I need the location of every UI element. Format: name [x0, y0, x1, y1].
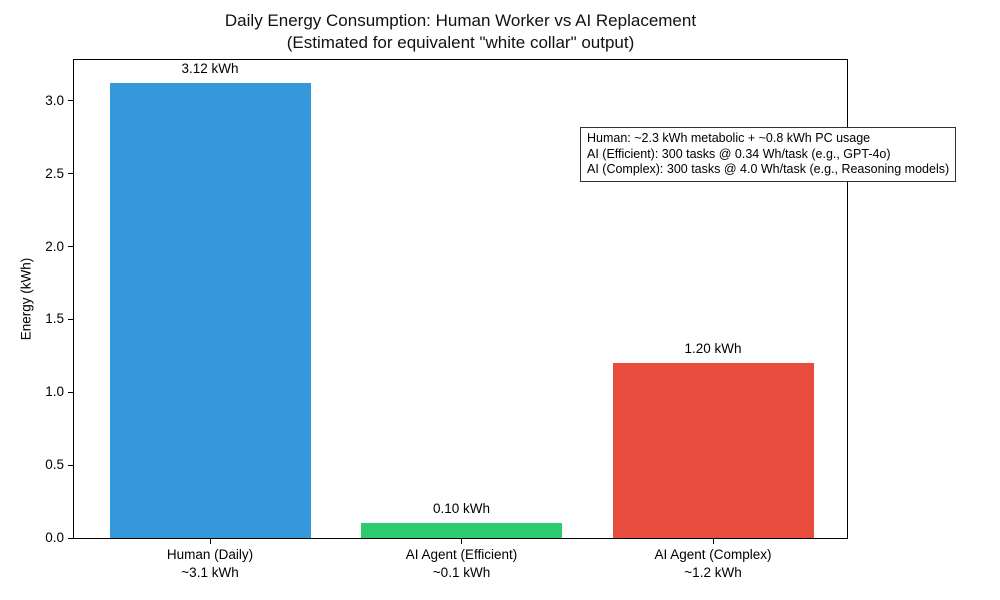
chart-title-line1: Daily Energy Consumption: Human Worker v… — [224, 11, 697, 30]
x-tick-mark — [712, 539, 714, 544]
y-tick-mark — [68, 173, 73, 175]
y-tick-mark — [68, 246, 73, 248]
bar-ai-agent-efficient — [361, 523, 562, 538]
x-tick-sublabel: ~0.1 kWh — [432, 564, 491, 580]
annotation-line-ai-complex: AI (Complex): 300 tasks @ 4.0 Wh/task (e… — [587, 162, 950, 177]
y-tick-label: 1.5 — [45, 311, 64, 327]
x-tick-category: AI Agent (Efficient) — [405, 547, 518, 562]
annotation-line-human: Human: ~2.3 kWh metabolic + ~0.8 kWh PC … — [587, 131, 871, 145]
x-tick-label-ai-efficient: AI Agent (Efficient) ~0.1 kWh — [337, 546, 587, 581]
x-tick-category: Human (Daily) — [166, 547, 254, 562]
y-tick-label: 3.0 — [45, 92, 64, 108]
bar-value-label-ai-complex: 1.20 kWh — [684, 341, 742, 357]
bar-ai-agent-complex — [612, 363, 814, 538]
x-tick-category: AI Agent (Complex) — [654, 547, 772, 562]
y-tick-mark — [68, 537, 73, 539]
bar-value-label-human: 3.12 kWh — [181, 61, 239, 77]
y-tick-label: 2.5 — [45, 165, 64, 181]
x-tick-mark — [209, 539, 211, 544]
y-axis-label: Energy (kWh) — [18, 257, 34, 341]
x-tick-sublabel: ~3.1 kWh — [181, 564, 239, 580]
y-tick-label: 0.5 — [45, 457, 64, 473]
y-tick-label: 2.0 — [45, 238, 64, 254]
chart-title-line2: (Estimated for equivalent "white collar"… — [286, 33, 635, 52]
y-tick-mark — [68, 100, 73, 102]
y-tick-mark — [68, 318, 73, 320]
annotation-box: Human: ~2.3 kWh metabolic + ~0.8 kWh PC … — [580, 127, 957, 182]
x-tick-label-human: Human (Daily) ~3.1 kWh — [85, 546, 335, 581]
annotation-line-ai-efficient: AI (Efficient): 300 tasks @ 0.34 Wh/task… — [587, 146, 891, 161]
chart-title: Daily Energy Consumption: Human Worker v… — [73, 10, 848, 54]
y-tick-mark — [68, 464, 73, 466]
y-tick-label: 1.0 — [45, 384, 64, 400]
bar-value-label-ai-efficient: 0.10 kWh — [432, 501, 491, 517]
y-tick-label: 0.0 — [45, 530, 64, 545]
x-tick-mark — [461, 539, 462, 544]
bar-human-daily — [109, 83, 311, 538]
y-tick-mark — [68, 391, 73, 393]
x-tick-label-ai-complex: AI Agent (Complex) ~1.2 kWh — [588, 546, 838, 581]
x-tick-sublabel: ~1.2 kWh — [684, 564, 742, 580]
